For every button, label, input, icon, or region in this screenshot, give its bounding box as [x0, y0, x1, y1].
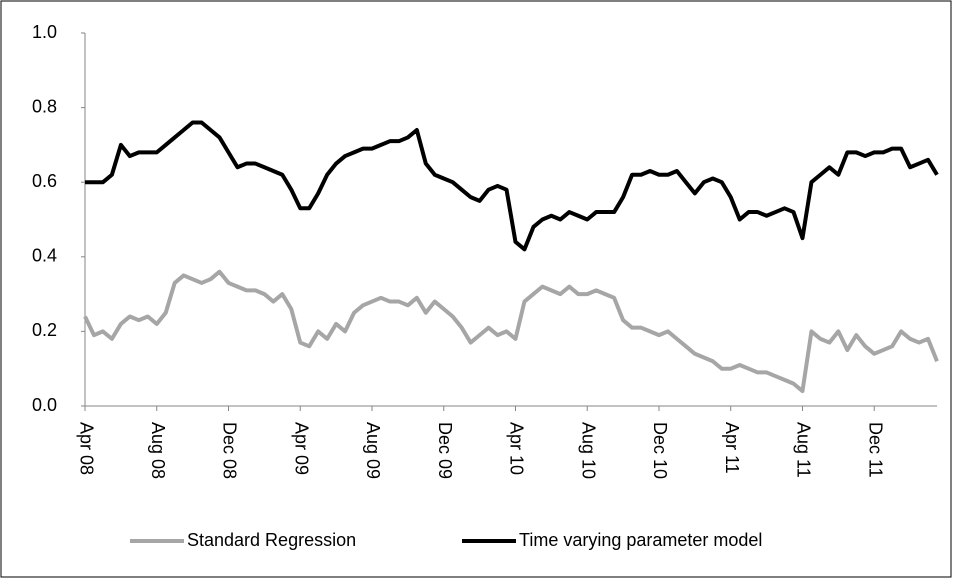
x-tick-label: Dec 11	[865, 422, 885, 478]
x-tick-label: Apr 09	[291, 422, 311, 475]
x-tick-label: Aug 08	[148, 422, 168, 479]
legend-label: Time varying parameter model	[519, 530, 762, 550]
x-tick-label: Aug 10	[578, 422, 598, 479]
y-tick-label: 0.8	[32, 96, 57, 116]
x-tick-label: Apr 10	[507, 422, 527, 475]
y-tick-label: 0.6	[32, 171, 57, 191]
series-line	[85, 120, 939, 252]
legend-label: Standard Regression	[187, 530, 356, 550]
y-tick-label: 1.0	[32, 22, 57, 42]
x-tick-label: Apr 11	[722, 422, 742, 474]
y-tick-label: 0.2	[32, 320, 57, 340]
y-tick-label: 0.0	[32, 395, 57, 415]
x-tick-label: Dec 08	[220, 422, 240, 479]
x-tick-label: Dec 10	[650, 422, 670, 479]
x-tick-label: Aug 09	[363, 422, 383, 479]
y-tick-label: 0.4	[32, 246, 57, 266]
x-tick-label: Aug 11	[794, 422, 814, 478]
series-line	[83, 269, 939, 394]
x-tick-label: Dec 09	[435, 422, 455, 479]
x-tick-label: Apr 08	[76, 422, 96, 475]
